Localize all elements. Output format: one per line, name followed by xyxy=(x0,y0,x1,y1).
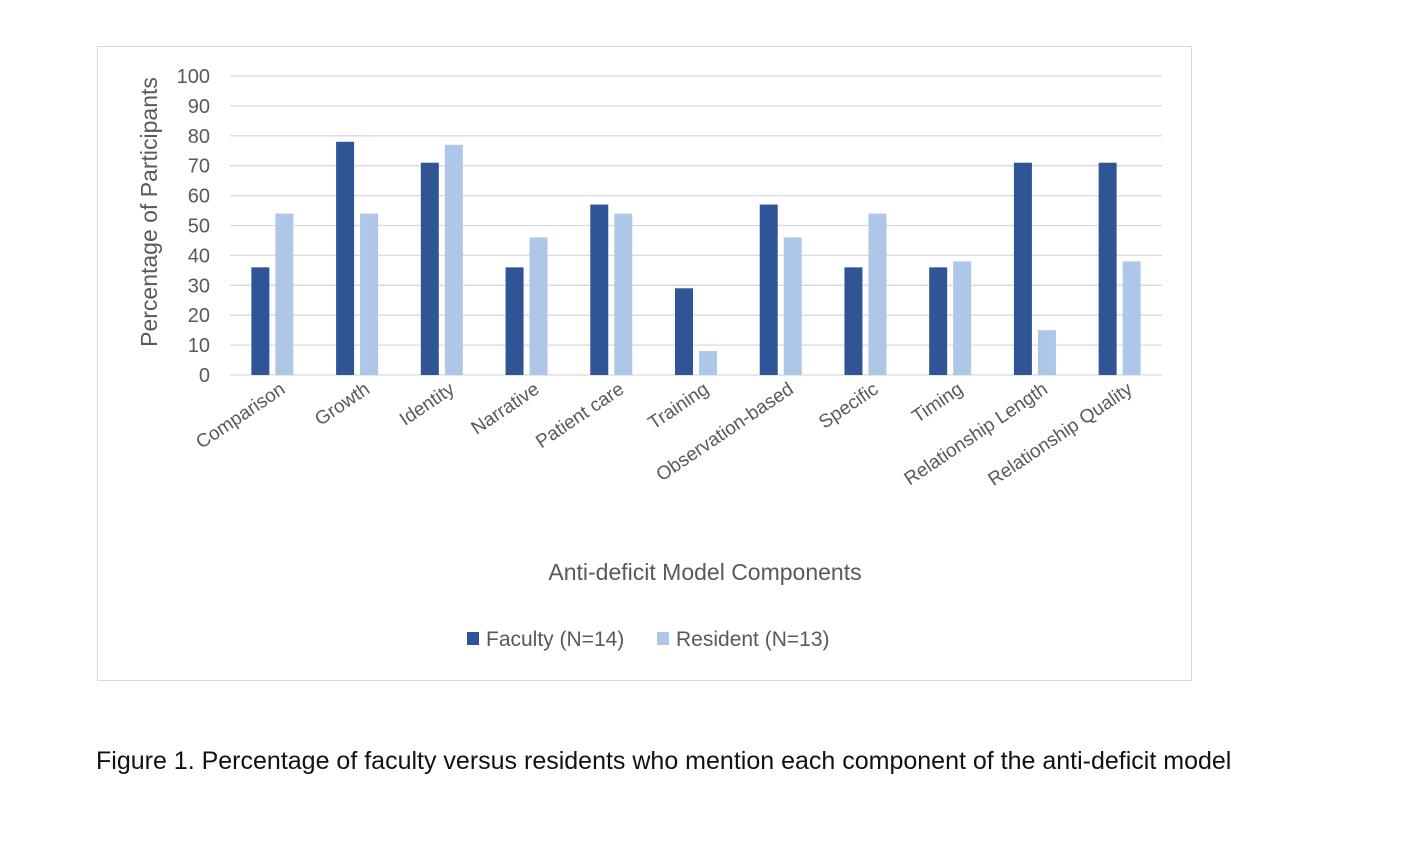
y-tick-label: 90 xyxy=(188,96,210,118)
y-tick-label: 20 xyxy=(188,305,210,327)
figure-caption: Figure 1. Percentage of faculty versus r… xyxy=(96,747,1232,775)
bar-faculty xyxy=(844,267,863,375)
bar-resident xyxy=(529,237,548,375)
y-tick-label: 40 xyxy=(188,245,210,267)
legend-swatch xyxy=(467,632,479,645)
x-axis-ticks: Comparison Growth Identity NarrativePatient… xyxy=(192,378,1136,490)
bar-faculty xyxy=(336,141,355,375)
bar-faculty xyxy=(590,204,609,375)
legend-swatch xyxy=(657,632,669,645)
bar-faculty xyxy=(675,288,693,375)
bar-faculty xyxy=(505,267,524,375)
x-tick-label: Timing xyxy=(909,379,967,428)
bar-resident xyxy=(699,351,717,375)
y-tick-label: 10 xyxy=(188,335,210,357)
bar-faculty xyxy=(420,162,439,375)
bar-resident xyxy=(783,237,802,375)
y-tick-label: 60 xyxy=(188,186,210,208)
x-tick-label: Growth xyxy=(311,379,374,431)
x-tick-label: Comparison xyxy=(192,379,289,454)
y-tick-label: 80 xyxy=(188,126,210,148)
bar-faculty xyxy=(1098,162,1117,375)
y-axis-ticks: 0 10 20 30 40 50 60 70 80 90 100 xyxy=(177,66,210,387)
bar-faculty xyxy=(759,204,778,375)
x-tick-label: Relationship Length xyxy=(901,379,1052,490)
x-tick-label: Observation-based xyxy=(653,379,798,486)
bar-resident xyxy=(360,213,379,375)
bar-resident xyxy=(953,261,972,375)
legend-label: Faculty (N=14) xyxy=(486,628,624,651)
x-tick-label: Training xyxy=(645,379,713,434)
bar-faculty xyxy=(929,267,948,375)
bar-resident xyxy=(275,213,294,375)
x-tick-label: Specific xyxy=(815,379,882,434)
y-tick-label: 70 xyxy=(188,156,210,178)
y-tick-label: 50 xyxy=(188,216,210,238)
y-tick-label: 0 xyxy=(199,365,210,387)
bar-resident xyxy=(868,213,887,375)
x-tick-label: Narrative xyxy=(468,379,544,440)
y-tick-label: 100 xyxy=(177,66,210,88)
y-axis-title: Percentage of Participants xyxy=(136,77,162,347)
bar-resident xyxy=(1037,330,1056,375)
x-axis-title: Anti-deficit Model Components xyxy=(548,559,861,585)
gridlines xyxy=(230,75,1162,376)
bar-faculty xyxy=(1013,162,1032,375)
x-tick-label: Identity xyxy=(396,378,459,430)
bars xyxy=(251,141,1141,375)
x-tick-label: Relationship Quality xyxy=(985,378,1137,490)
bar-faculty xyxy=(251,267,270,375)
x-tick-label: Patient care xyxy=(532,379,628,453)
y-tick-label: 30 xyxy=(188,275,210,297)
bar-resident xyxy=(1122,261,1141,375)
bar-resident xyxy=(444,144,463,375)
legend: Faculty (N=14) Resident (N=13) xyxy=(467,628,830,651)
legend-label: Resident (N=13) xyxy=(676,628,830,651)
bar-resident xyxy=(614,213,633,375)
